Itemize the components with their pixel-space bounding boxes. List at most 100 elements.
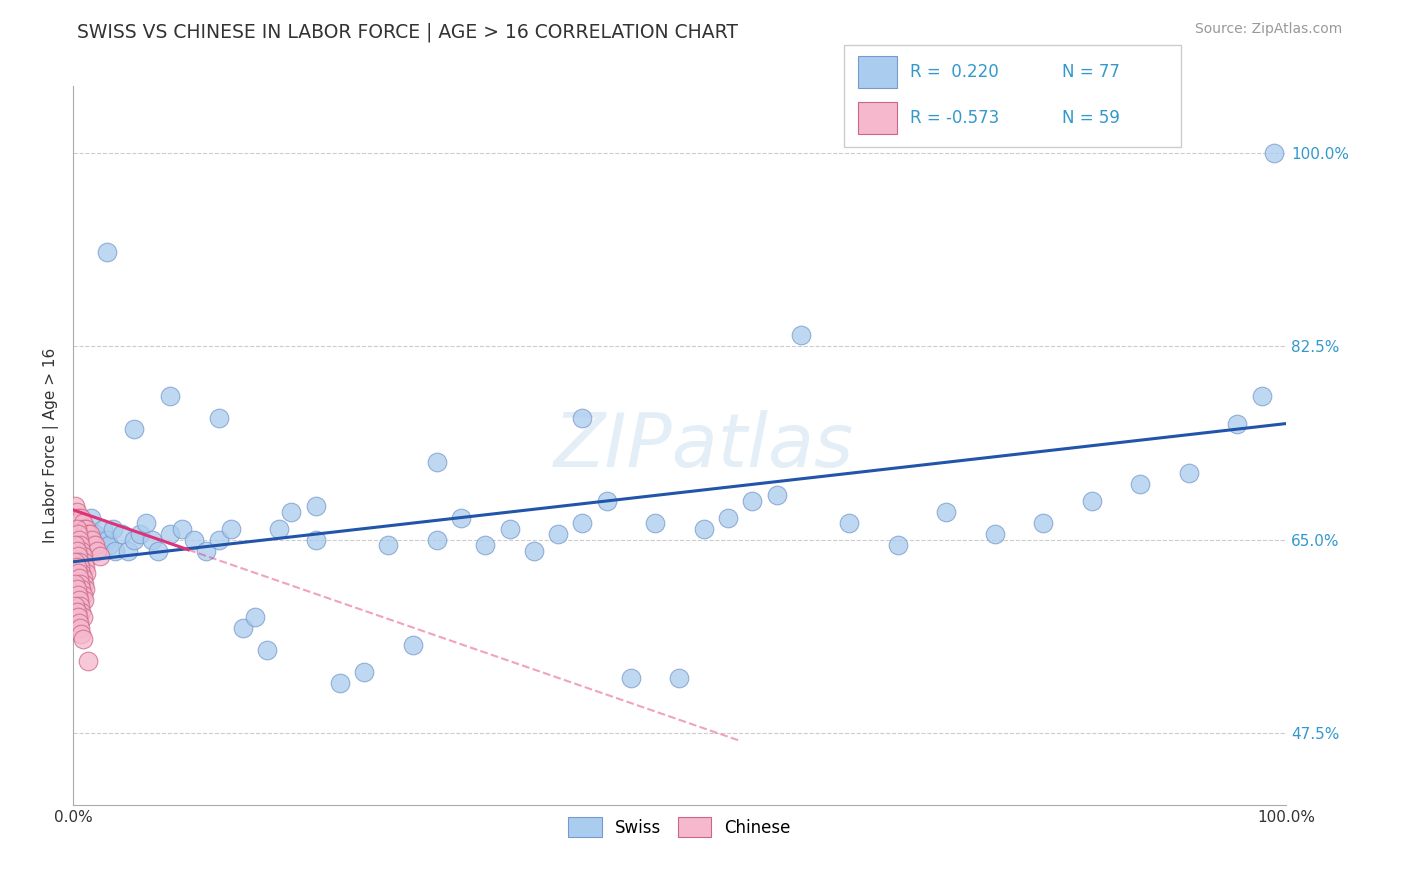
Point [66,582,89,597]
Point [1129,477,1152,491]
Point [1263,145,1285,160]
Point [76,522,98,536]
Point [67,516,90,530]
Point [65,577,87,591]
Point [66,566,89,580]
Point [70,543,93,558]
Point [159,389,181,403]
Point [66,505,89,519]
Point [547,527,569,541]
Point [96,245,118,260]
Point [571,411,593,425]
Point [765,488,787,502]
Point [75,582,97,597]
Point [66,605,89,619]
Point [1226,417,1249,431]
Point [72,571,94,585]
Point [838,516,860,530]
Point [86,543,108,558]
Point [1032,516,1054,530]
Point [72,588,94,602]
Point [571,516,593,530]
Point [195,543,218,558]
Point [66,527,89,541]
Point [82,538,104,552]
Point [76,527,98,541]
Text: SWISS VS CHINESE IN LABOR FORCE | AGE > 16 CORRELATION CHART: SWISS VS CHINESE IN LABOR FORCE | AGE > … [77,22,738,42]
Point [72,632,94,647]
Point [935,505,957,519]
Point [66,543,89,558]
Point [644,516,666,530]
Point [101,522,124,536]
Point [75,527,97,541]
Point [89,549,111,564]
Point [70,582,93,597]
Point [73,577,96,591]
Point [83,538,105,552]
Point [73,555,96,569]
Point [887,538,910,552]
Point [128,527,150,541]
Point [110,527,132,541]
Point [79,527,101,541]
Point [91,522,114,536]
Point [65,599,87,613]
Point [72,549,94,564]
Point [141,533,163,547]
Text: R = -0.573: R = -0.573 [910,109,998,127]
Point [135,516,157,530]
Point [243,610,266,624]
Point [353,665,375,680]
Point [1178,467,1201,481]
Point [426,533,449,547]
Point [77,533,100,547]
Text: N = 77: N = 77 [1062,63,1119,81]
Point [668,671,690,685]
Point [401,638,423,652]
Point [65,500,87,514]
Point [76,654,98,668]
Point [329,676,352,690]
Point [122,533,145,547]
Point [984,527,1007,541]
Y-axis label: In Labor Force | Age > 16: In Labor Force | Age > 16 [44,348,59,543]
Point [717,510,740,524]
Point [207,533,229,547]
Point [269,522,291,536]
Point [70,510,93,524]
Point [70,626,93,640]
Point [66,510,89,524]
Point [80,510,103,524]
Point [65,538,87,552]
Legend: Swiss, Chinese: Swiss, Chinese [561,811,797,844]
Point [67,571,90,585]
Point [80,538,103,552]
Point [70,605,93,619]
Point [67,533,90,547]
Point [66,610,89,624]
Point [72,516,94,530]
Point [69,560,91,574]
Point [65,555,87,569]
Text: Source: ZipAtlas.com: Source: ZipAtlas.com [1195,22,1343,37]
Point [304,500,326,514]
Point [89,533,111,547]
Point [66,522,89,536]
Point [82,533,104,547]
Point [1250,389,1272,403]
Point [232,621,254,635]
Point [219,522,242,536]
Point [69,538,91,552]
Point [104,543,127,558]
Point [122,422,145,436]
Point [73,593,96,607]
Point [69,522,91,536]
Point [450,510,472,524]
Point [67,555,90,569]
Text: ZIPatlas: ZIPatlas [554,409,853,482]
Point [67,593,90,607]
Point [474,538,496,552]
Point [75,527,97,541]
Point [69,599,91,613]
